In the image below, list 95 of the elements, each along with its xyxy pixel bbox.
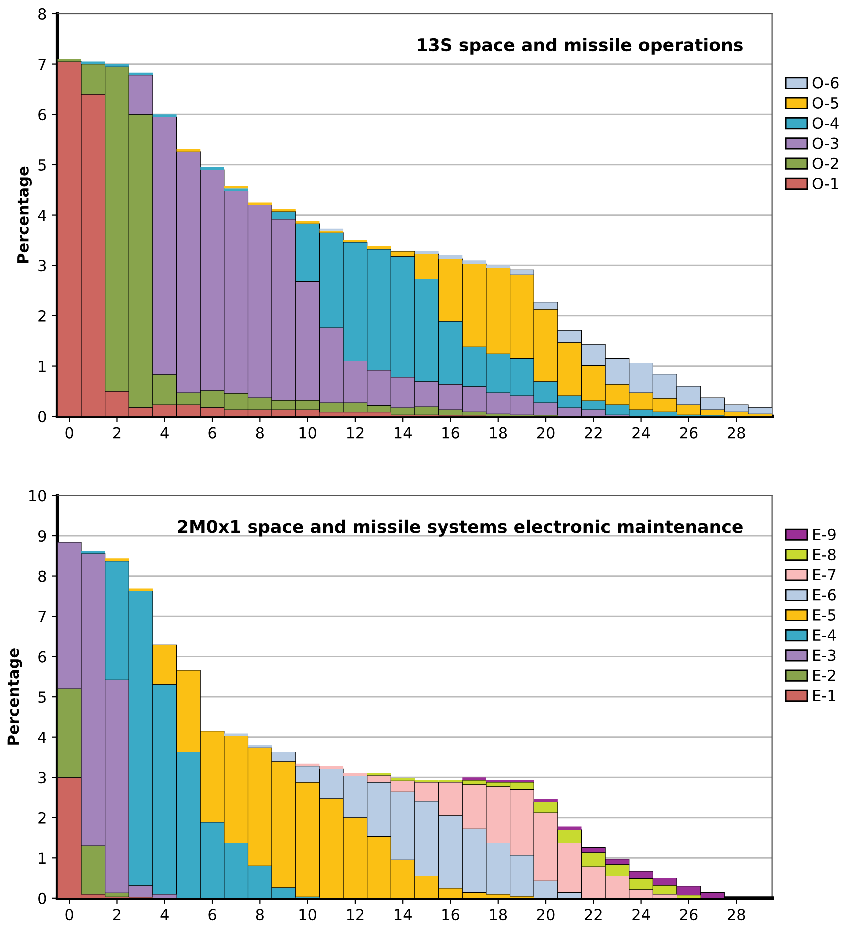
y-tick-label: 1 bbox=[39, 852, 46, 864]
y-tick-label: 3 bbox=[38, 260, 46, 272]
x-tick-label: 28 bbox=[728, 427, 746, 439]
x-tick-label: 20 bbox=[537, 909, 555, 921]
x-tick-label: 26 bbox=[680, 427, 698, 439]
y-tick-label: 0 bbox=[38, 411, 46, 423]
legend-label: E-7 bbox=[814, 569, 836, 581]
y-tick-label: 7 bbox=[38, 611, 46, 622]
y-tick-label: 2 bbox=[38, 812, 46, 824]
x-tick-label: 6 bbox=[208, 909, 216, 921]
y-tick-label: 4 bbox=[38, 732, 46, 744]
x-tick-label: 12 bbox=[347, 909, 364, 920]
x-tick-label: 16 bbox=[442, 427, 460, 439]
bar bbox=[105, 64, 130, 67]
bar bbox=[367, 773, 392, 776]
x-tick-label: 0 bbox=[66, 427, 74, 439]
x-tick-label: 10 bbox=[300, 909, 317, 921]
legend-label: O-1 bbox=[812, 178, 838, 190]
x-tick-label: 2 bbox=[114, 909, 121, 920]
legend-label: E-2 bbox=[814, 670, 836, 682]
bar bbox=[462, 778, 486, 780]
x-tick-label: 24 bbox=[632, 909, 650, 920]
bar bbox=[296, 764, 320, 766]
bar bbox=[105, 558, 130, 562]
x-tick-label: 22 bbox=[585, 909, 602, 920]
x-tick-label: 4 bbox=[160, 428, 169, 439]
x-tick-label: 12 bbox=[347, 427, 364, 439]
bar bbox=[129, 72, 153, 76]
x-tick-label: 2 bbox=[114, 427, 121, 439]
bar bbox=[58, 59, 82, 62]
x-tick-label: 28 bbox=[728, 909, 746, 921]
legend-label: E-6 bbox=[814, 589, 836, 601]
text: 2M0x1 space and missile systems electronic maintenance bbox=[178, 520, 743, 537]
bar bbox=[272, 209, 296, 212]
x-tick-label: 8 bbox=[256, 427, 264, 439]
x-tick-label: 6 bbox=[208, 427, 216, 439]
bar bbox=[462, 260, 486, 264]
bar bbox=[248, 745, 272, 748]
bar bbox=[248, 202, 272, 206]
x-tick-label: 22 bbox=[585, 427, 602, 439]
y-tick-label: 3 bbox=[38, 772, 46, 784]
y-tick-label: 6 bbox=[38, 651, 46, 663]
x-tick-label: 16 bbox=[442, 909, 460, 921]
bar bbox=[82, 62, 106, 64]
bar bbox=[486, 266, 510, 268]
y-tick-label: 2 bbox=[38, 310, 46, 322]
x-tick-label: 4 bbox=[160, 909, 169, 920]
y-tick-label: 9 bbox=[38, 530, 46, 542]
bar bbox=[438, 256, 463, 260]
y-axis-title: Percentage bbox=[8, 648, 22, 745]
bar bbox=[367, 246, 392, 250]
bar bbox=[296, 221, 320, 224]
legend-label: E-1 bbox=[814, 690, 836, 702]
bar bbox=[200, 167, 224, 170]
x-tick-label: 10 bbox=[300, 427, 317, 439]
y-tick-label: 6 bbox=[38, 109, 46, 121]
legend-label: E-3 bbox=[814, 650, 836, 662]
y-tick-label: 7 bbox=[38, 58, 46, 70]
y-tick-label: 8 bbox=[38, 8, 46, 20]
x-tick-label: 14 bbox=[395, 909, 412, 920]
y-axis-title: Percentage bbox=[18, 166, 32, 264]
x-tick-label: 26 bbox=[680, 909, 698, 921]
x-tick-label: 24 bbox=[632, 427, 650, 439]
bar bbox=[534, 798, 558, 802]
y-tick-label: 4 bbox=[38, 210, 46, 222]
x-tick-label: 18 bbox=[490, 909, 508, 921]
legend-label: O-4 bbox=[812, 118, 839, 130]
x-tick-label: 8 bbox=[256, 909, 264, 921]
legend-label: O-6 bbox=[812, 77, 839, 89]
legend-label: E-8 bbox=[814, 549, 836, 561]
y-tick-label: 1 bbox=[39, 360, 46, 372]
bar bbox=[558, 826, 582, 830]
bar bbox=[152, 114, 177, 118]
legend-label: E-5 bbox=[814, 610, 836, 621]
x-tick-label: 14 bbox=[395, 428, 412, 439]
bar bbox=[224, 734, 248, 736]
bar bbox=[415, 252, 439, 254]
y-tick-label: 8 bbox=[38, 570, 46, 582]
bar bbox=[224, 188, 248, 192]
legend-label: E-9 bbox=[814, 528, 836, 540]
text: 13S space and missile operations bbox=[418, 38, 743, 55]
bar bbox=[224, 186, 248, 189]
y-tick-label: 5 bbox=[38, 692, 46, 704]
legend-label: O-3 bbox=[812, 138, 838, 150]
legend-label: E-4 bbox=[814, 630, 836, 641]
bar bbox=[176, 149, 201, 152]
x-tick-label: 18 bbox=[490, 427, 508, 439]
legend-label: O-2 bbox=[812, 158, 838, 170]
x-tick-label: 20 bbox=[537, 427, 555, 439]
bar bbox=[677, 896, 701, 898]
x-tick-label: 0 bbox=[66, 909, 74, 921]
y-tick-label: 10 bbox=[30, 490, 46, 502]
y-tick-label: 5 bbox=[38, 160, 46, 171]
legend-label: O-5 bbox=[812, 97, 838, 109]
y-tick-label: 0 bbox=[38, 892, 46, 904]
